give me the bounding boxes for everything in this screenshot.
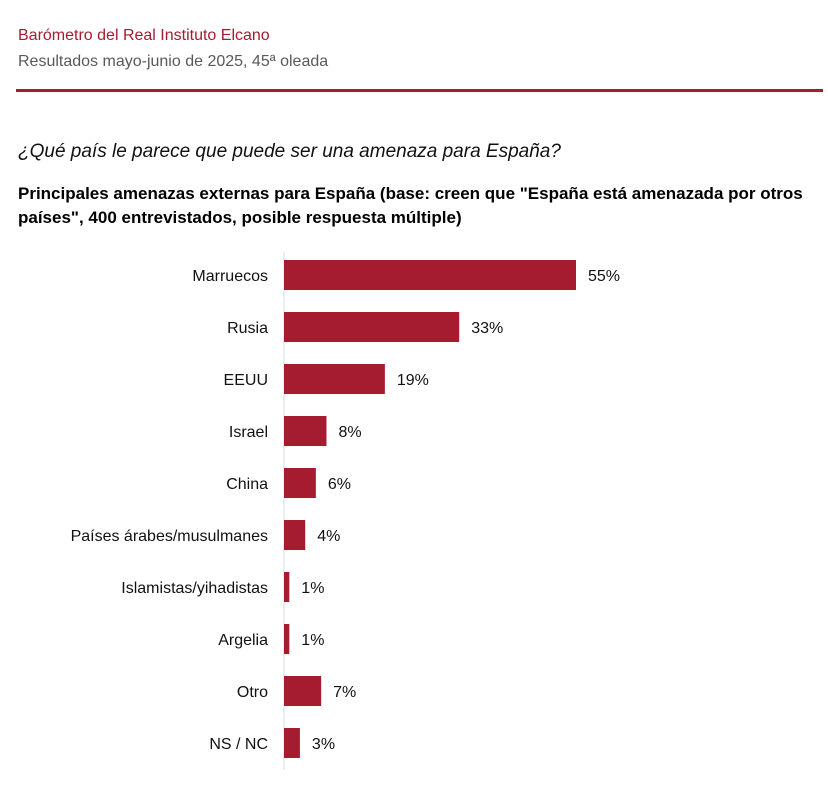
chart-title: Principales amenazas externas para Españ…: [18, 184, 803, 227]
value-label: 55%: [588, 268, 620, 285]
header-divider: [16, 89, 823, 92]
value-label: 3%: [312, 736, 335, 753]
value-label: 19%: [397, 372, 429, 389]
category-label: EEUU: [224, 372, 268, 389]
bar: [284, 312, 460, 342]
category-label: Rusia: [227, 320, 268, 337]
survey-question: ¿Qué país le parece que puede ser una am…: [18, 141, 561, 162]
bar: [284, 572, 290, 602]
value-label: 1%: [301, 580, 324, 597]
category-label: Marruecos: [192, 268, 268, 285]
category-label: NS / NC: [209, 736, 268, 753]
bar: [284, 624, 290, 654]
report-title: Barómetro del Real Instituto Elcano: [18, 27, 270, 44]
bar: [284, 364, 385, 394]
bar: [284, 520, 306, 550]
category-label: Islamistas/yihadistas: [121, 580, 268, 597]
value-label: 8%: [338, 424, 361, 441]
category-label: Israel: [229, 424, 268, 441]
bar: [284, 676, 322, 706]
category-label: China: [226, 476, 268, 493]
category-label: Otro: [237, 684, 268, 701]
category-label: Países árabes/musulmanes: [71, 528, 268, 545]
value-label: 6%: [328, 476, 351, 493]
value-label: 33%: [471, 320, 503, 337]
bar: [284, 260, 576, 290]
value-label: 1%: [301, 632, 324, 649]
bar: [284, 416, 327, 446]
value-label: 7%: [333, 684, 356, 701]
bar: [284, 728, 300, 758]
category-label: Argelia: [218, 632, 268, 649]
value-label: 4%: [317, 528, 340, 545]
bar: [284, 468, 316, 498]
report-subtitle: Resultados mayo-junio de 2025, 45ª olead…: [18, 53, 329, 70]
